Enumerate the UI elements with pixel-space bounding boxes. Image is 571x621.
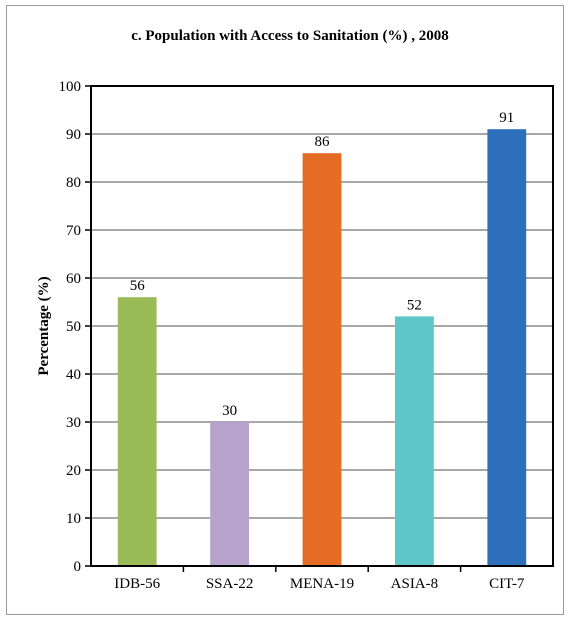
- bar-mena-19: [302, 153, 342, 566]
- x-tick-label: SSA-22: [206, 576, 254, 592]
- data-label: 52: [407, 297, 422, 313]
- x-tick-label: MENA-19: [290, 576, 354, 592]
- data-label: 30: [222, 403, 237, 419]
- data-label: 91: [499, 110, 514, 126]
- bar-idb-56: [117, 297, 157, 566]
- y-tick-label: 20: [66, 463, 81, 479]
- y-tick-label: 40: [66, 367, 81, 383]
- y-tick-label: 60: [66, 271, 81, 287]
- y-tick-label: 70: [66, 223, 81, 239]
- x-tick-label: ASIA-8: [391, 576, 439, 592]
- y-tick-label: 30: [66, 415, 81, 431]
- data-label: 56: [130, 278, 146, 294]
- bars: [117, 129, 527, 566]
- y-tick-label: 90: [66, 127, 81, 143]
- y-tick-label: 10: [66, 511, 81, 527]
- bar-ssa-22: [210, 422, 250, 566]
- y-tick-label: 0: [74, 559, 82, 575]
- chart-title: c. Population with Access to Sanitation …: [131, 28, 449, 44]
- x-tick-label: CIT-7: [489, 576, 525, 592]
- bar-cit-7: [487, 129, 527, 566]
- y-tick-label: 100: [59, 79, 82, 95]
- x-axis-ticks: IDB-56 SSA-22 MENA-19 ASIA-8 CIT-7: [114, 566, 525, 592]
- x-tick-label: IDB-56: [114, 576, 160, 592]
- y-axis-ticks: 0 10 20 30 40 50 60 70 80 90 100: [59, 79, 91, 575]
- data-labels: 56 30 86 52 91: [130, 110, 515, 419]
- data-label: 86: [315, 134, 331, 150]
- y-tick-label: 80: [66, 175, 81, 191]
- y-tick-label: 50: [66, 319, 81, 335]
- plot-area-border: [90, 85, 554, 567]
- chart-frame: [6, 5, 564, 615]
- bar-asia-8: [394, 316, 434, 566]
- y-axis-label: Percentage (%): [36, 276, 52, 375]
